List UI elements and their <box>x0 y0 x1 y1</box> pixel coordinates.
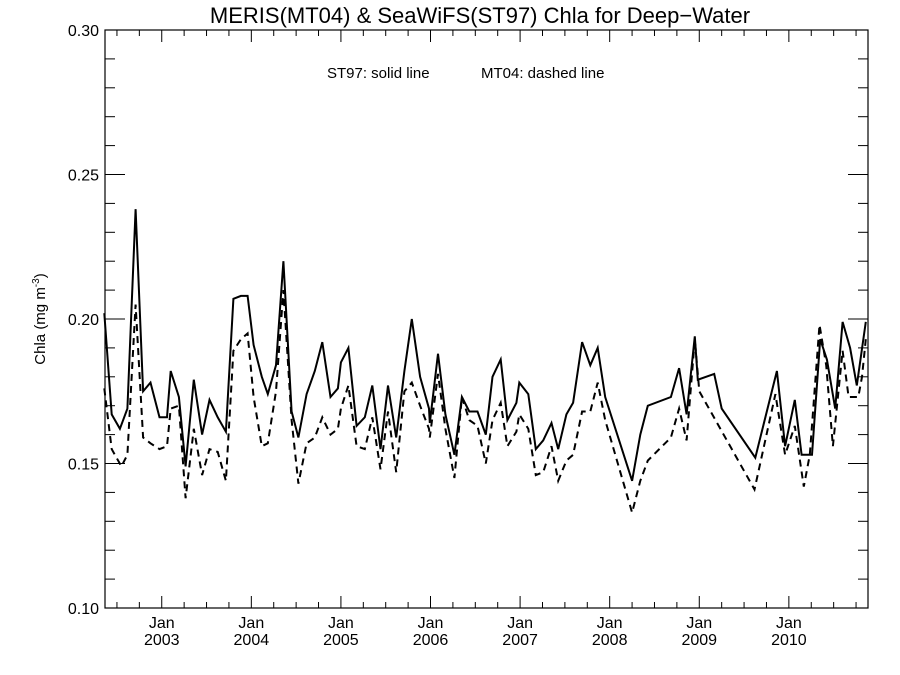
legend-solid: ST97: solid line <box>327 65 430 82</box>
x-tick-label-month: Jan <box>776 615 802 632</box>
x-tick-label-year: 2003 <box>144 632 180 649</box>
x-tick-label-month: Jan <box>686 615 712 632</box>
x-tick-label-year: 2006 <box>413 632 449 649</box>
series-line-st97 <box>103 209 867 482</box>
x-tick-label-month: Jan <box>328 615 354 632</box>
legend-dashed: MT04: dashed line <box>481 65 604 82</box>
x-tick-label-month: Jan <box>597 615 623 632</box>
y-axis-label: Chla (mg m-3) <box>31 273 49 364</box>
chart-title: MERIS(MT04) & SeaWiFS(ST97) Chla for Dee… <box>210 3 750 28</box>
y-tick-label: 0.10 <box>68 601 99 618</box>
x-tick-label-year: 2008 <box>592 632 628 649</box>
y-axis-label-suffix: ) <box>32 273 49 278</box>
y-tick-label: 0.30 <box>68 23 99 40</box>
x-tick-label-year: 2009 <box>681 632 717 649</box>
x-tick-label-month: Jan <box>507 615 533 632</box>
x-tick-label-month: Jan <box>149 615 175 632</box>
plot-frame <box>104 29 869 609</box>
y-axis-label-superscript: -3 <box>31 278 42 287</box>
legend: ST97: solid line MT04: dashed line <box>327 65 604 82</box>
x-tick-label-month: Jan <box>418 615 444 632</box>
y-tick-label: 0.25 <box>68 168 99 185</box>
x-tick-label-year: 2005 <box>323 632 359 649</box>
series-line-mt04 <box>103 290 867 517</box>
x-tick-label-year: 2004 <box>234 632 270 649</box>
y-tick-label: 0.20 <box>68 312 99 329</box>
y-axis-label-main: Chla (mg m <box>32 287 49 365</box>
axes: 0.100.150.200.250.30Jan2003Jan2004Jan200… <box>68 23 868 649</box>
y-tick-label: 0.15 <box>68 457 99 474</box>
series-layer <box>103 209 867 517</box>
x-tick-label-year: 2007 <box>502 632 538 649</box>
x-tick-label-month: Jan <box>238 615 264 632</box>
x-tick-label-year: 2010 <box>771 632 807 649</box>
